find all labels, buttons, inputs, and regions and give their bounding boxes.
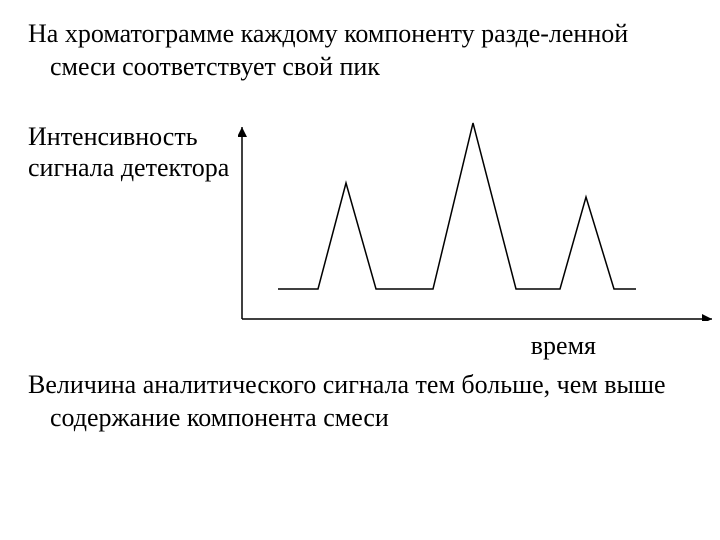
footer-text: Величина аналитического сигнала тем боль… [28,369,700,434]
title-text: На хроматограмме каждому компоненту разд… [28,18,700,83]
y-axis-label: Интенсивность сигнала детектора [28,121,238,183]
chart-row: Интенсивность сигнала детектора [28,121,700,321]
chromatogram-chart [238,121,700,321]
x-axis-label: время [28,331,700,361]
chromatogram-svg [238,121,718,321]
